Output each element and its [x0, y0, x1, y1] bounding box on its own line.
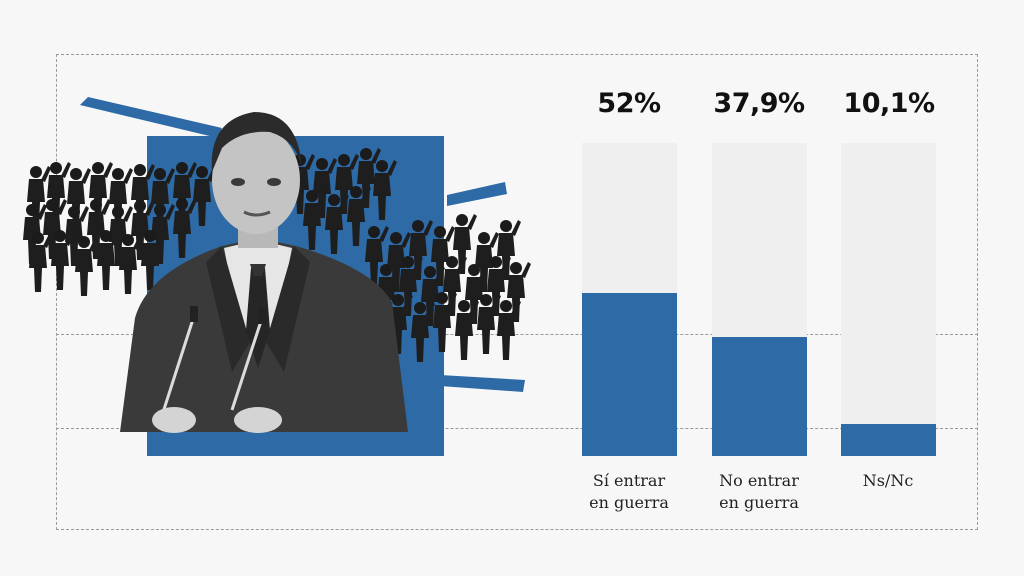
- category-label-no-line2: en guerra: [719, 493, 799, 512]
- value-label-nsnc: 10,1%: [843, 88, 935, 119]
- category-label-no: No entrar en guerra: [689, 470, 829, 514]
- gridline-lower: [56, 428, 978, 429]
- bar-nsnc: [841, 424, 936, 456]
- chart-frame: [56, 54, 978, 530]
- category-label-nsnc: Ns/Nc: [818, 470, 958, 492]
- politician-photo: [120, 112, 408, 433]
- gridline-upper: [56, 334, 978, 335]
- value-label-si: 52%: [597, 88, 661, 119]
- bar-no: [712, 337, 807, 456]
- bar-track-si: [582, 143, 677, 456]
- category-label-nsnc-line1: Ns/Nc: [862, 471, 914, 490]
- category-label-no-line1: No entrar: [719, 471, 799, 490]
- category-label-si-line2: en guerra: [589, 493, 669, 512]
- bar-track-nsnc: [841, 143, 936, 456]
- category-label-si-line1: Sí entrar: [592, 471, 666, 490]
- category-label-si: Sí entrar en guerra: [559, 470, 699, 514]
- value-label-no: 37,9%: [713, 88, 805, 119]
- bar-track-no: [712, 143, 807, 456]
- bar-si: [582, 293, 677, 456]
